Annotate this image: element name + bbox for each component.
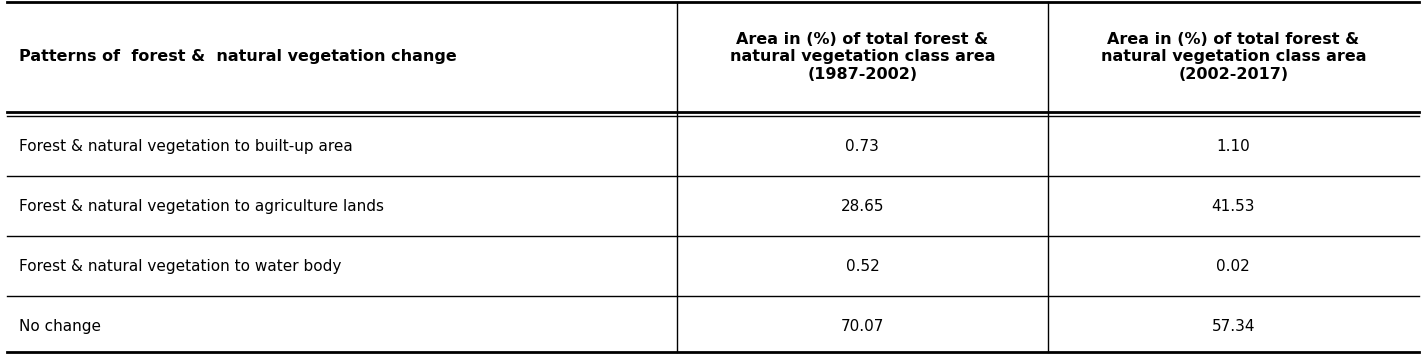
Text: 0.73: 0.73 xyxy=(846,139,880,154)
Text: Forest & natural vegetation to water body: Forest & natural vegetation to water bod… xyxy=(19,259,341,274)
Text: Forest & natural vegetation to agriculture lands: Forest & natural vegetation to agricultu… xyxy=(19,199,384,214)
Text: 1.10: 1.10 xyxy=(1216,139,1251,154)
Text: 41.53: 41.53 xyxy=(1212,199,1255,214)
Text: Area in (%) of total forest &
natural vegetation class area
(2002-2017): Area in (%) of total forest & natural ve… xyxy=(1101,32,1366,82)
Text: 57.34: 57.34 xyxy=(1212,319,1255,334)
Text: No change: No change xyxy=(19,319,101,334)
Text: Area in (%) of total forest &
natural vegetation class area
(1987-2002): Area in (%) of total forest & natural ve… xyxy=(730,32,995,82)
Text: Patterns of  forest &  natural vegetation change: Patterns of forest & natural vegetation … xyxy=(19,50,456,64)
Text: 0.02: 0.02 xyxy=(1216,259,1251,274)
Text: 0.52: 0.52 xyxy=(846,259,880,274)
Text: 28.65: 28.65 xyxy=(841,199,884,214)
Text: 70.07: 70.07 xyxy=(841,319,884,334)
Text: Forest & natural vegetation to built-up area: Forest & natural vegetation to built-up … xyxy=(19,139,352,154)
